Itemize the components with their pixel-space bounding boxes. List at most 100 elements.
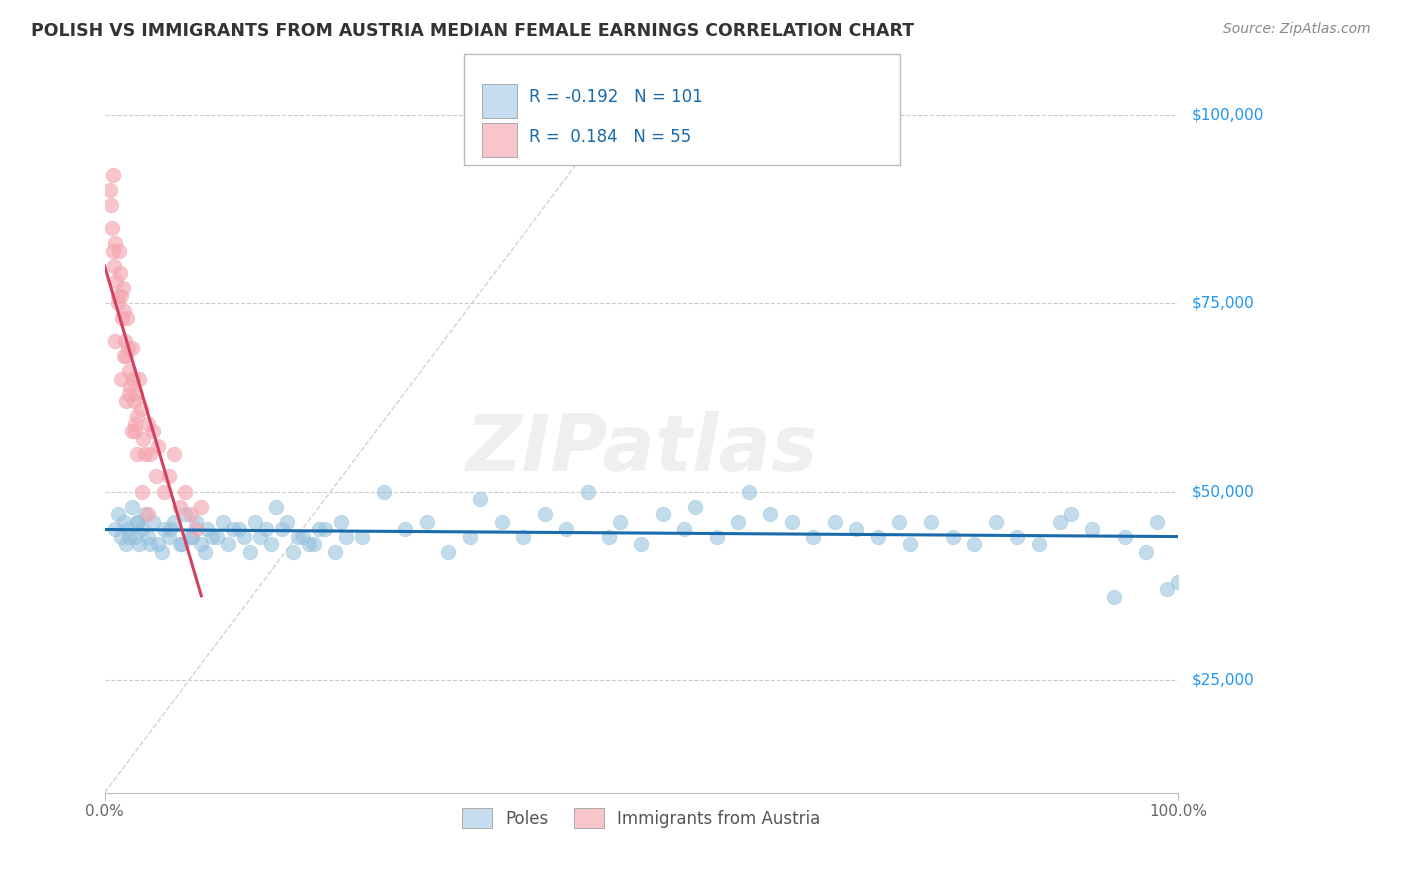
Point bbox=[1028, 537, 1050, 551]
Point bbox=[112, 349, 135, 363]
Point bbox=[112, 303, 135, 318]
Point bbox=[134, 447, 156, 461]
Point bbox=[302, 537, 325, 551]
Point bbox=[136, 530, 159, 544]
Point bbox=[201, 530, 224, 544]
Point bbox=[1060, 507, 1083, 521]
Point bbox=[142, 515, 165, 529]
Point bbox=[942, 530, 965, 544]
Point bbox=[163, 447, 186, 461]
Point bbox=[651, 507, 673, 521]
Point bbox=[124, 530, 146, 544]
Point bbox=[122, 394, 145, 409]
Point bbox=[287, 530, 309, 544]
Point bbox=[132, 432, 155, 446]
Point bbox=[118, 386, 141, 401]
Point bbox=[111, 281, 134, 295]
Point bbox=[134, 507, 156, 521]
Point bbox=[103, 169, 125, 183]
Point bbox=[150, 545, 173, 559]
Point bbox=[117, 522, 139, 536]
Point bbox=[100, 198, 122, 212]
Point bbox=[145, 469, 167, 483]
Point bbox=[260, 537, 283, 551]
Point bbox=[228, 522, 250, 536]
Point bbox=[963, 537, 986, 551]
Point bbox=[184, 522, 207, 536]
Point bbox=[308, 522, 330, 536]
Point bbox=[152, 522, 174, 536]
Point bbox=[108, 266, 131, 280]
Point bbox=[110, 371, 132, 385]
Point bbox=[110, 530, 132, 544]
Point bbox=[254, 522, 277, 536]
Point bbox=[780, 515, 803, 529]
Text: R =  0.184   N = 55: R = 0.184 N = 55 bbox=[529, 128, 690, 146]
Text: $100,000: $100,000 bbox=[1192, 108, 1264, 122]
Point bbox=[152, 484, 174, 499]
Point bbox=[101, 221, 124, 235]
Point bbox=[437, 545, 460, 559]
Point bbox=[115, 311, 138, 326]
Point bbox=[845, 522, 868, 536]
Point bbox=[170, 537, 193, 551]
Point bbox=[127, 515, 149, 529]
Point bbox=[107, 507, 129, 521]
Point bbox=[159, 522, 181, 536]
Point bbox=[706, 530, 728, 544]
Point bbox=[276, 515, 298, 529]
Point bbox=[190, 500, 212, 514]
Point bbox=[195, 522, 218, 536]
Point bbox=[207, 530, 229, 544]
Point bbox=[738, 484, 761, 499]
Point bbox=[609, 515, 631, 529]
Point bbox=[125, 447, 148, 461]
Point bbox=[121, 371, 143, 385]
Point bbox=[125, 515, 148, 529]
Text: POLISH VS IMMIGRANTS FROM AUSTRIA MEDIAN FEMALE EARNINGS CORRELATION CHART: POLISH VS IMMIGRANTS FROM AUSTRIA MEDIAN… bbox=[31, 22, 914, 40]
Point bbox=[598, 530, 620, 544]
Point bbox=[110, 289, 132, 303]
Point bbox=[184, 515, 207, 529]
Point bbox=[118, 364, 141, 378]
Point bbox=[329, 515, 352, 529]
Point bbox=[243, 515, 266, 529]
Point bbox=[373, 484, 395, 499]
Text: R = -0.192   N = 101: R = -0.192 N = 101 bbox=[529, 88, 703, 106]
Point bbox=[920, 515, 942, 529]
Point bbox=[512, 530, 534, 544]
Point bbox=[169, 537, 191, 551]
Point bbox=[104, 522, 127, 536]
Point bbox=[727, 515, 749, 529]
Point bbox=[211, 515, 233, 529]
Point bbox=[325, 545, 347, 559]
Point bbox=[118, 530, 141, 544]
Point bbox=[104, 334, 127, 348]
Point bbox=[128, 371, 150, 385]
Point bbox=[314, 522, 336, 536]
Point bbox=[491, 515, 513, 529]
Point bbox=[222, 522, 245, 536]
Point bbox=[139, 447, 162, 461]
Point bbox=[115, 537, 138, 551]
Point bbox=[121, 425, 143, 439]
Point bbox=[801, 530, 824, 544]
Point bbox=[673, 522, 696, 536]
Point bbox=[125, 409, 148, 424]
Point bbox=[292, 530, 315, 544]
Point bbox=[107, 244, 129, 258]
Point bbox=[898, 537, 921, 551]
Point bbox=[107, 289, 129, 303]
Point bbox=[121, 500, 143, 514]
Point bbox=[98, 183, 121, 197]
Point bbox=[180, 530, 202, 544]
Point bbox=[887, 515, 910, 529]
Point bbox=[270, 522, 292, 536]
Point bbox=[105, 274, 128, 288]
Point bbox=[115, 349, 138, 363]
Point bbox=[115, 394, 138, 409]
Point bbox=[249, 530, 271, 544]
Point bbox=[174, 484, 197, 499]
Point bbox=[136, 507, 159, 521]
Point bbox=[136, 417, 159, 431]
